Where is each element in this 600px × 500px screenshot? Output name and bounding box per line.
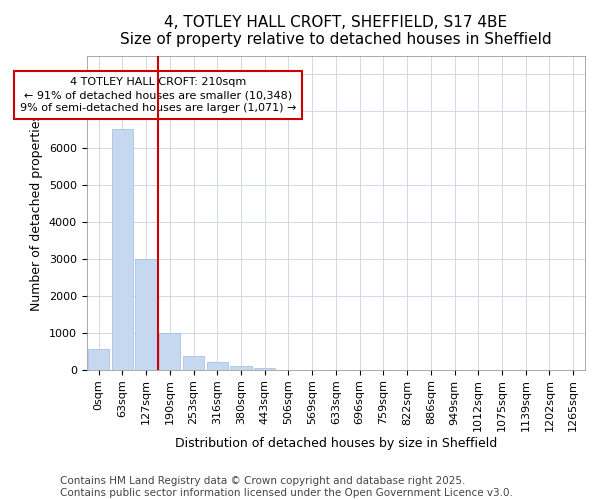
Text: Contains HM Land Registry data © Crown copyright and database right 2025.
Contai: Contains HM Land Registry data © Crown c… [60, 476, 513, 498]
Bar [254, 368, 275, 370]
Text: 4 TOTLEY HALL CROFT: 210sqm
← 91% of detached houses are smaller (10,348)
9% of : 4 TOTLEY HALL CROFT: 210sqm ← 91% of det… [20, 77, 296, 114]
Y-axis label: Number of detached properties: Number of detached properties [31, 114, 43, 311]
Bar [159, 333, 181, 370]
Bar [183, 356, 204, 370]
Bar [88, 350, 109, 370]
Bar [136, 259, 157, 370]
Bar [230, 366, 251, 370]
X-axis label: Distribution of detached houses by size in Sheffield: Distribution of detached houses by size … [175, 437, 497, 450]
Title: 4, TOTLEY HALL CROFT, SHEFFIELD, S17 4BE
Size of property relative to detached h: 4, TOTLEY HALL CROFT, SHEFFIELD, S17 4BE… [120, 15, 551, 48]
Bar [206, 362, 228, 370]
Bar [112, 130, 133, 370]
